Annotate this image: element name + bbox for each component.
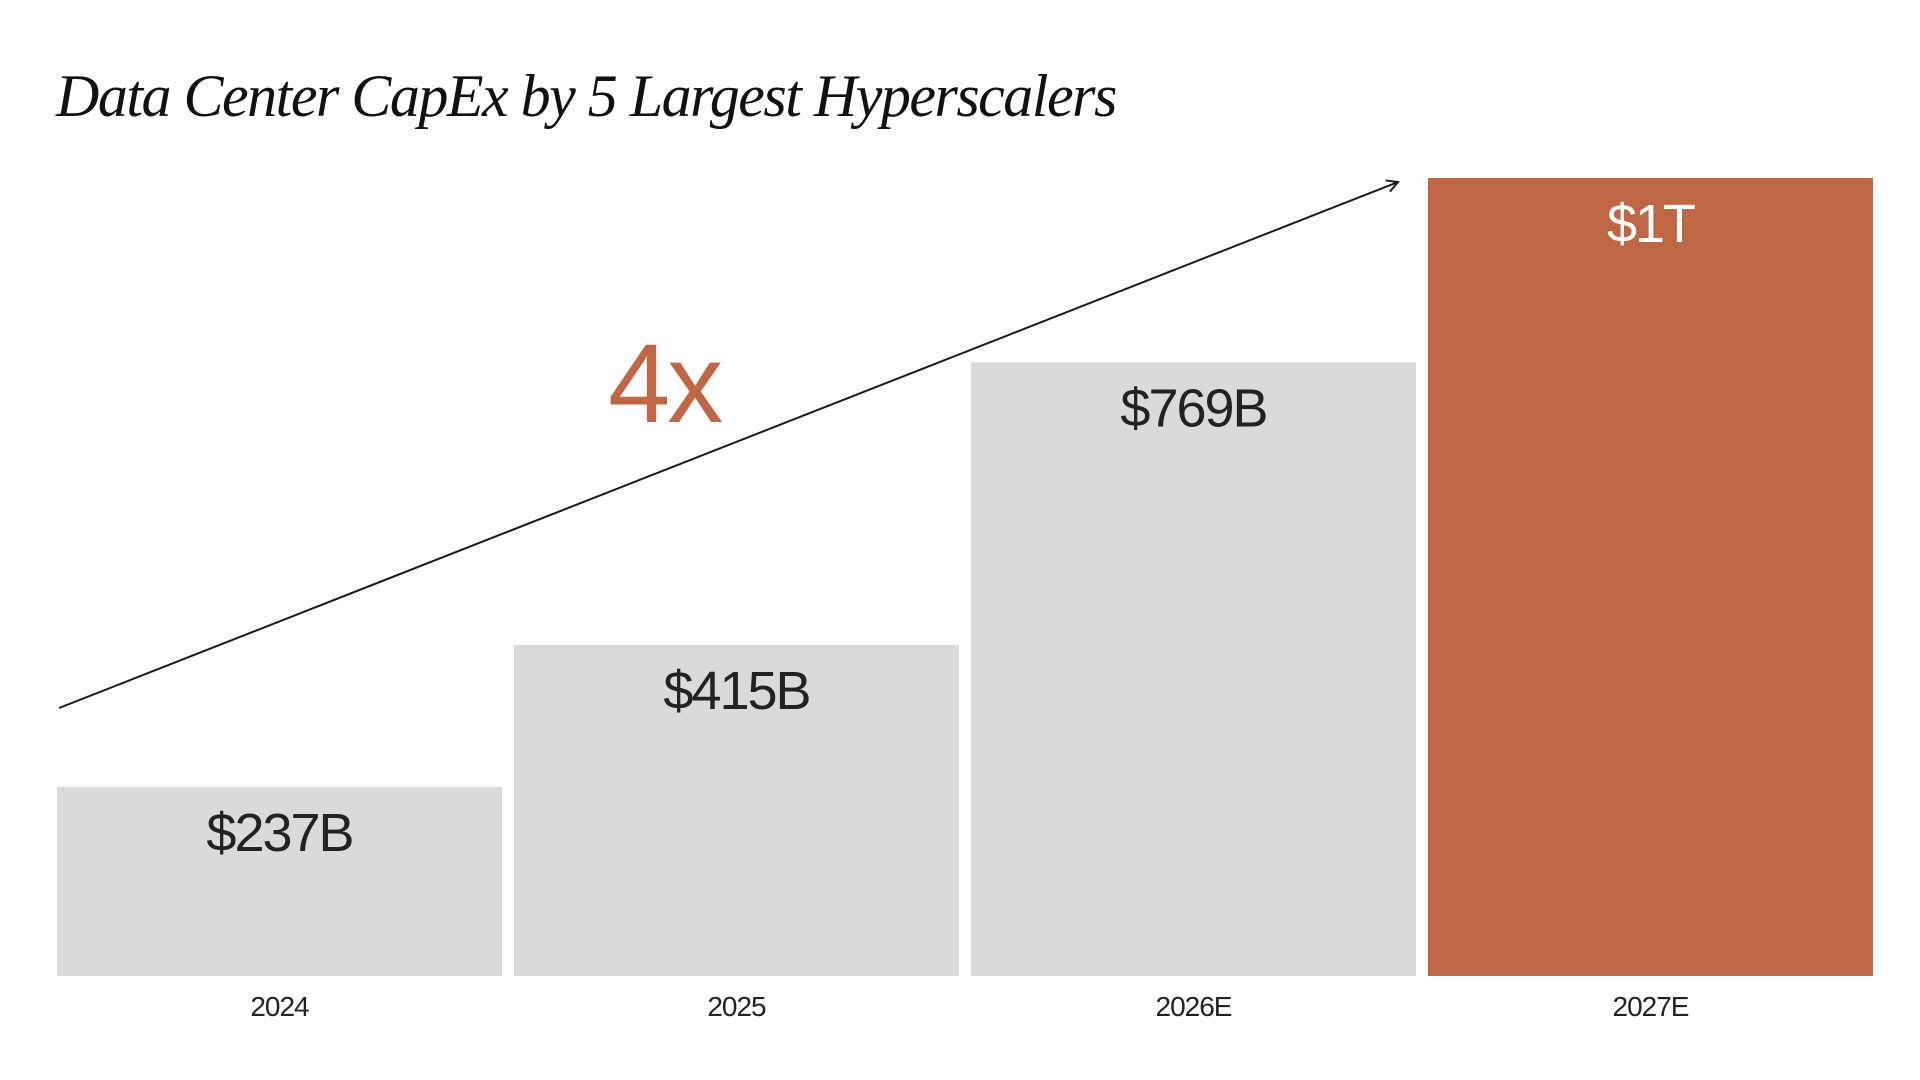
bar-value-label: $769B bbox=[1120, 378, 1266, 438]
bar-2024 bbox=[57, 786, 502, 976]
chart-title: Data Center CapEx by 5 Largest Hyperscal… bbox=[56, 63, 1117, 129]
bar-2027e bbox=[1428, 178, 1873, 976]
x-tick-label: 2024 bbox=[250, 991, 309, 1022]
bar-value-label: $1T bbox=[1607, 194, 1695, 254]
bar-2025 bbox=[514, 644, 959, 976]
bar-2026e bbox=[971, 362, 1416, 976]
growth-multiplier-label: 4x bbox=[608, 321, 722, 446]
x-tick-label: 2026E bbox=[1156, 991, 1232, 1022]
trend-arrow bbox=[58, 182, 1398, 709]
bar-value-label: $415B bbox=[663, 661, 809, 721]
bar-value-label: $237B bbox=[206, 803, 352, 863]
annotation-layer: 4x bbox=[58, 182, 1398, 709]
bars-layer: $237B 2024 $415B 2025 $769B 2026E $1T 2027E bbox=[57, 178, 1873, 1022]
x-tick-label: 2027E bbox=[1613, 991, 1689, 1022]
x-tick-label: 2025 bbox=[707, 991, 766, 1022]
